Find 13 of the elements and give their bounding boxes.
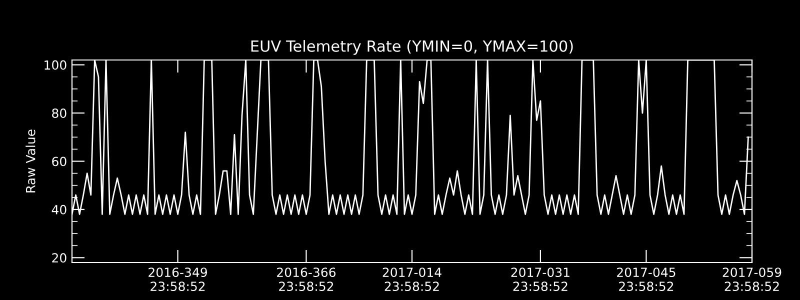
y-tick-label: 20 — [52, 253, 66, 263]
x-tick-label: 2017-031 23:58:52 — [511, 268, 570, 292]
chart-title: EUV Telemetry Rate (YMIN=0, YMAX=100) — [251, 40, 573, 55]
x-tick-label: 2016-366 23:58:52 — [277, 268, 336, 292]
y-tick-label: 80 — [52, 108, 66, 118]
y-tick-label: 40 — [52, 204, 66, 214]
x-tick-label: 2017-014 23:58:52 — [382, 268, 442, 292]
x-tick-label: 2017-059 23:58:52 — [722, 268, 782, 292]
x-tick-label: 2016-349 23:58:52 — [148, 268, 207, 292]
x-tick-label: 2017-045 23:58:52 — [617, 268, 676, 292]
y-tick-label: 100 — [44, 60, 66, 70]
y-axis-title: Raw Value — [26, 130, 36, 192]
y-tick-label: 60 — [52, 156, 66, 166]
